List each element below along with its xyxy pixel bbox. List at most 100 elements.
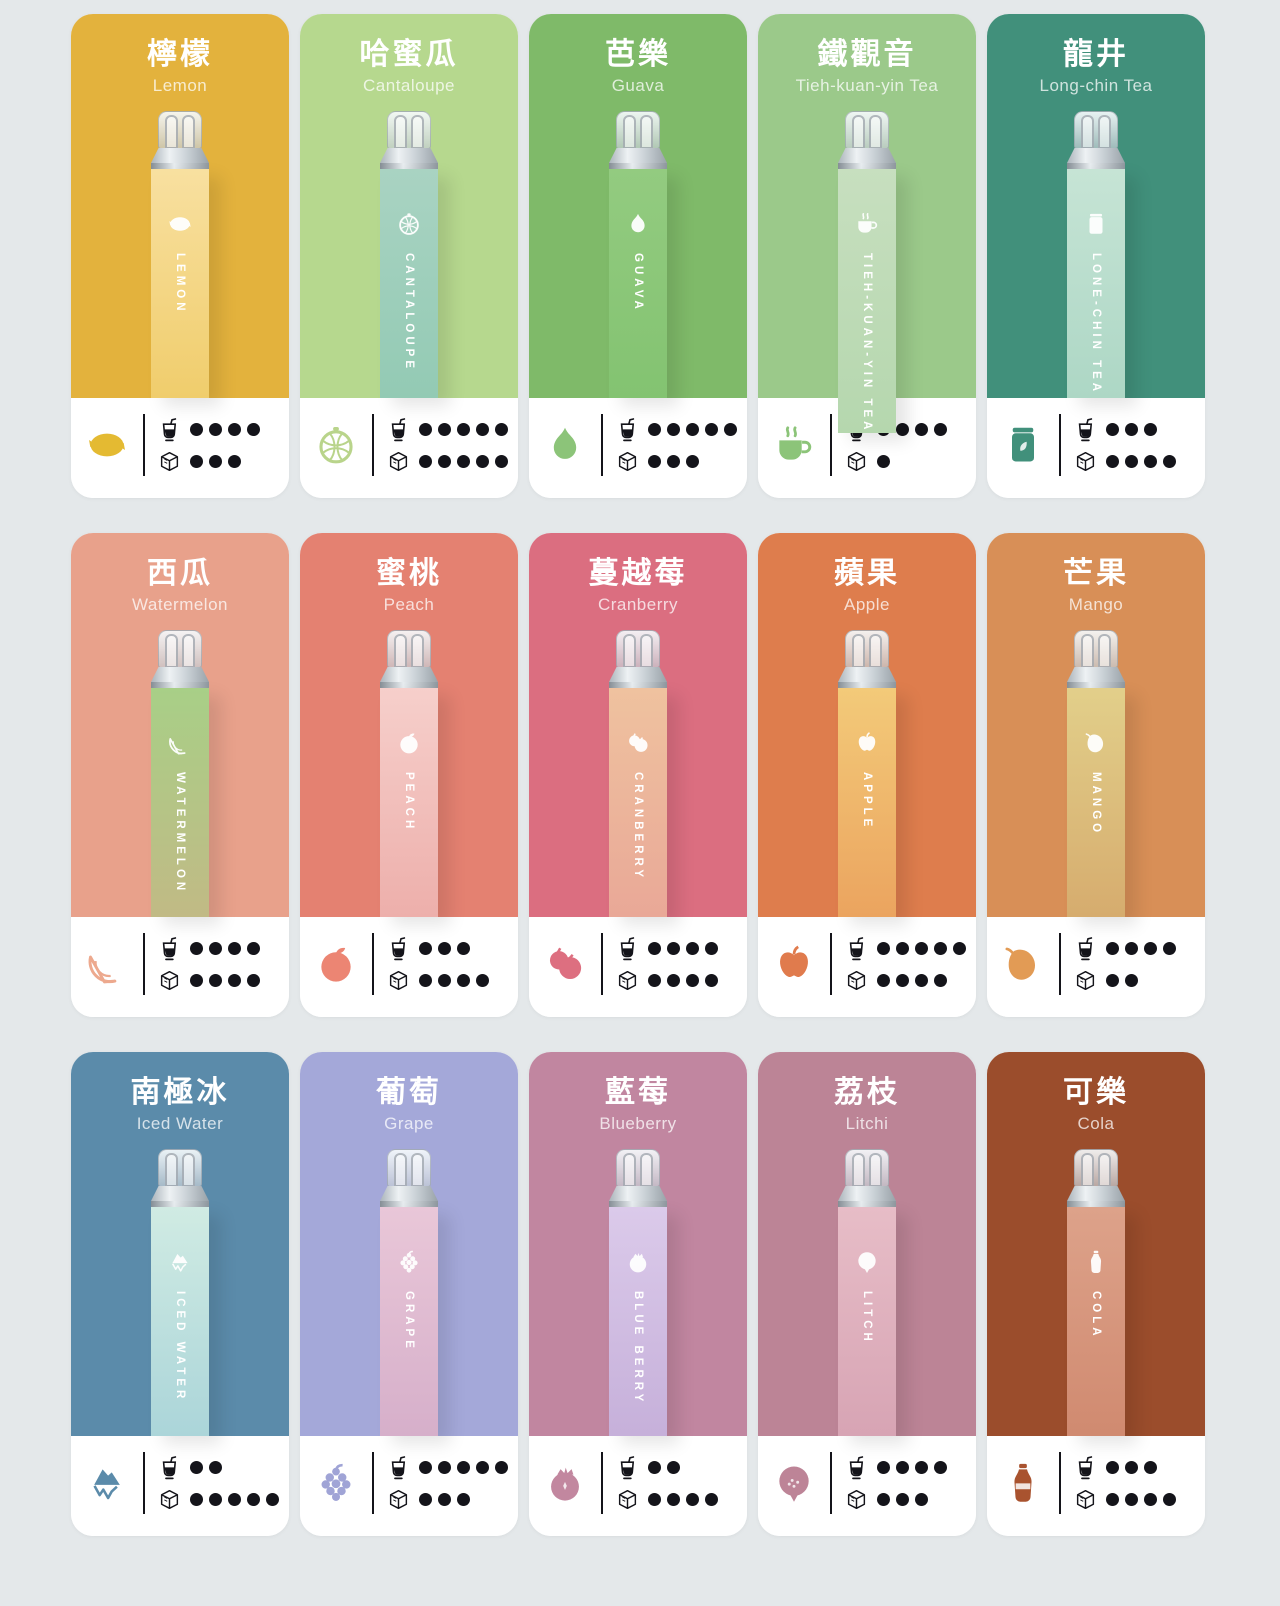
flavor-card: 西瓜 Watermelon WATERMELON	[71, 533, 289, 1017]
sweetness-dots	[190, 422, 260, 436]
card-color-panel: 可樂 Cola COLA	[987, 1052, 1205, 1436]
meters	[845, 936, 966, 993]
drink-icon	[387, 417, 410, 442]
device-body: BLUE BERRY	[609, 1207, 667, 1436]
ice-meter	[616, 968, 718, 993]
rating-dot	[877, 973, 890, 987]
ice-meter	[845, 449, 947, 474]
device-body: CRANBERRY	[609, 688, 667, 917]
device-body: GRAPE	[380, 1207, 438, 1436]
device-mouthpiece	[1074, 1149, 1118, 1187]
meters	[845, 417, 947, 474]
rating-dot	[915, 422, 928, 436]
flavor-name-zh: 檸檬	[147, 38, 213, 71]
apple-icon	[772, 942, 816, 986]
ice-cube-icon	[1074, 1487, 1097, 1512]
rating-dot	[419, 422, 432, 436]
device-metal-ring	[151, 1201, 209, 1207]
rating-dot	[1144, 454, 1157, 468]
flavor-name-zh: 鐵觀音	[817, 38, 917, 71]
divider	[372, 933, 374, 995]
flavor-card: 檸檬 Lemon LEMON	[71, 14, 289, 498]
card-color-panel: 葡萄 Grape GRAPE	[300, 1052, 518, 1436]
mouthpiece-tube-icon	[165, 115, 178, 148]
sweetness-meter	[158, 936, 260, 961]
device-metal-ring	[1067, 1201, 1125, 1207]
vape-device: APPLE	[838, 630, 896, 917]
rating-dot	[228, 422, 241, 436]
ice-meter	[616, 449, 737, 474]
drink-icon	[158, 417, 181, 442]
mouthpiece-tube-icon	[1098, 115, 1111, 148]
device-mouthpiece	[158, 1149, 202, 1187]
rating-dot	[476, 1460, 489, 1474]
sweetness-dots	[648, 1460, 680, 1474]
ice-meter	[387, 968, 489, 993]
device-body: ICED WATER	[151, 1207, 209, 1436]
meters	[387, 417, 508, 474]
device-metal-ring	[609, 682, 667, 688]
card-info-panel	[71, 917, 289, 1017]
rating-dot	[667, 941, 680, 955]
ice-cube-icon	[387, 1487, 410, 1512]
device-shoulder	[1067, 148, 1125, 163]
vape-device: ICED WATER	[151, 1149, 209, 1436]
device-body: COLA	[1067, 1207, 1125, 1436]
flavor-name-en: Litchi	[845, 1114, 889, 1133]
flavor-name-zh: 荔枝	[834, 1076, 900, 1109]
rating-dot	[190, 973, 203, 987]
device-metal-ring	[151, 163, 209, 169]
peach-icon	[314, 942, 358, 986]
sweetness-dots	[648, 422, 737, 436]
ice-meter	[158, 449, 260, 474]
device-label: COLA	[1090, 1291, 1102, 1340]
device-metal-ring	[838, 1201, 896, 1207]
rating-dot	[457, 454, 470, 468]
rating-dot	[209, 422, 222, 436]
rating-dot	[1125, 941, 1138, 955]
flavor-card: 龍井 Long-chin Tea LONE-CHIN TEA	[987, 14, 1205, 498]
flavor-card: 芭樂 Guava GUAVA	[529, 14, 747, 498]
device-label: BLUE BERRY	[632, 1291, 644, 1406]
flavor-name-en: Iced Water	[136, 1114, 224, 1133]
device-label: CRANBERRY	[632, 772, 644, 882]
device-metal-ring	[1067, 682, 1125, 688]
meters	[616, 936, 718, 993]
sweetness-meter	[158, 417, 260, 442]
card-info-panel	[758, 917, 976, 1017]
device-body: LONE-CHIN TEA	[1067, 169, 1125, 398]
mouthpiece-tube-icon	[411, 1153, 424, 1186]
mouthpiece-tube-icon	[869, 1153, 882, 1186]
sweetness-meter	[1074, 417, 1176, 442]
flavor-name-zh: 蜜桃	[376, 557, 442, 590]
sweetness-dots	[190, 1460, 222, 1474]
ice-dots	[1106, 973, 1138, 987]
rating-dot	[419, 1460, 432, 1474]
mouthpiece-tube-icon	[623, 1153, 636, 1186]
divider	[1059, 1452, 1061, 1514]
flavor-card: 鐵觀音 Tieh-kuan-yin Tea TIEH-KUAN-YIN TEA	[758, 14, 976, 498]
device-body: LEMON	[151, 169, 209, 398]
sweetness-meter	[616, 1455, 718, 1480]
rating-dot	[667, 1460, 680, 1474]
device-label: PEACH	[403, 772, 415, 833]
device-metal-ring	[380, 682, 438, 688]
card-color-panel: 蜜桃 Peach PEACH	[300, 533, 518, 917]
device-mouthpiece	[845, 630, 889, 668]
divider	[143, 933, 145, 995]
rating-dot	[190, 941, 203, 955]
sweetness-dots	[648, 941, 718, 955]
rating-dot	[419, 941, 432, 955]
sweetness-dots	[419, 1460, 508, 1474]
rating-dot	[209, 454, 222, 468]
device-label: LONE-CHIN TEA	[1090, 253, 1102, 396]
card-info-panel	[529, 398, 747, 498]
device-shoulder	[151, 148, 209, 163]
device-label: ICED WATER	[174, 1291, 186, 1403]
rating-dot	[476, 422, 489, 436]
device-mouthpiece	[616, 1149, 660, 1187]
watermelon-icon	[85, 942, 129, 986]
rating-dot	[1144, 1460, 1157, 1474]
mouthpiece-tube-icon	[852, 634, 865, 667]
ice-dots	[419, 1492, 470, 1506]
